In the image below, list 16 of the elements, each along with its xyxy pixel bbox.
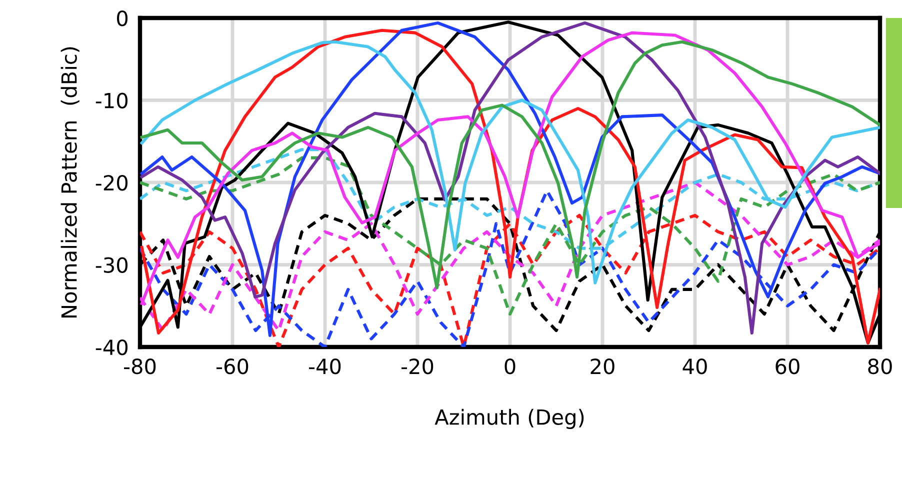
y-tick-label: -10 (96, 92, 128, 108)
x-tick-label: 0 (504, 358, 516, 374)
x-tick-label: -80 (124, 358, 156, 374)
x-tick-label: -60 (216, 358, 248, 374)
y-tick-label: 0 (117, 10, 128, 26)
x-axis-title: Azimuth (Deg) (434, 408, 584, 429)
y-tick-label: -30 (96, 257, 128, 273)
x-tick-label: -40 (309, 358, 341, 374)
x-tick-label: 40 (682, 358, 707, 374)
x-tick-label: 60 (776, 358, 800, 374)
y-axis-title: Normalized Pattern (dBic) (60, 47, 80, 318)
y-tick-label: -20 (96, 174, 128, 191)
x-tick-label: 20 (590, 358, 614, 374)
x-tick-label: 80 (868, 358, 892, 374)
y-tick-label: -40 (96, 339, 128, 356)
x-tick-label: -20 (402, 358, 434, 374)
